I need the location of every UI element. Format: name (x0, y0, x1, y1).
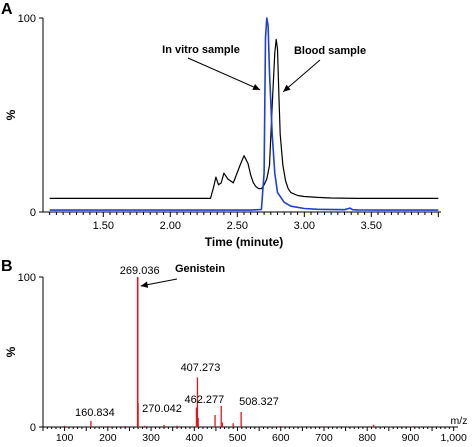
panel-a-x-tick-label: 1.50 (93, 220, 114, 232)
annotation-arrow-head (252, 84, 261, 90)
annotation-genistein: Genistein (175, 263, 225, 275)
panel-b-letter: B (1, 258, 13, 275)
panel-b-y-tick-label: 100 (18, 272, 36, 284)
panel-b-x-tick-label: 800 (358, 432, 376, 444)
panel-b-x-tick-label: 400 (186, 432, 204, 444)
peak-label: 508.327 (239, 396, 279, 408)
panel-b-x-tick-label: 300 (142, 432, 160, 444)
peak-label: 160.834 (75, 407, 115, 419)
panel-b-x-tick-label: 1,000 (441, 432, 467, 444)
panel-a-x-tick-label: 2.50 (227, 220, 248, 232)
panel-a-x-tick-label: 3.00 (294, 220, 315, 232)
panel-b-y-tick-label: 0 (30, 422, 36, 434)
annotation-arrow-head (140, 281, 149, 288)
panel-a-y-tick-label: 0 (30, 207, 36, 219)
series-line-in-vitro (49, 17, 439, 211)
peak-label: 407.273 (181, 362, 221, 374)
annotation-in-vitro-sample: In vitro sample (162, 44, 240, 56)
panel-a-y-tick-label: 100 (18, 13, 36, 25)
annotation-blood-sample: Blood sample (294, 45, 366, 57)
panel-b-y-axis-label: % (4, 346, 18, 357)
series-line-blood (49, 38, 439, 199)
panel-a-y-axis-label: % (4, 109, 18, 120)
panel-b-x-tick-label: 700 (315, 432, 333, 444)
peak-label: 269.036 (120, 265, 160, 277)
panel-b-x-tick-label: 200 (99, 432, 117, 444)
panel-b-x-axis-label: m/z (451, 415, 468, 427)
panel-a-x-axis-label: Time (minute) (205, 235, 283, 249)
panel-a-letter: A (1, 1, 13, 18)
panel-a-x-tick-label: 2.00 (160, 220, 181, 232)
panel-a-x-tick-label: 3.50 (361, 220, 382, 232)
panel-b-x-tick-label: 900 (402, 432, 420, 444)
panel-b-x-tick-label: 600 (272, 432, 290, 444)
annotation-arrow-line (282, 59, 321, 93)
peak-label: 462.277 (184, 394, 224, 406)
annotation-arrow-head (283, 84, 291, 92)
panel-b-x-tick-label: 100 (56, 432, 74, 444)
panel-a: A 100 0% 1.50 2.00 2.50 3.00 3.50 Time (minute) I… (1, 1, 441, 249)
annotation-arrow-line (187, 57, 261, 91)
panel-b-x-tick-label: 500 (229, 432, 247, 444)
panel-b: B 100 0% 100 200 300 400 500 600 700 800 900 1,000 m/… (1, 258, 467, 444)
peak-label: 270.042 (142, 403, 182, 415)
